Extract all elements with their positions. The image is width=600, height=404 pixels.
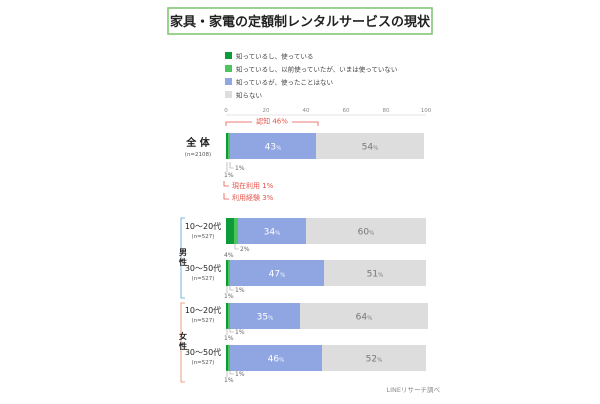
bar-segment (230, 260, 324, 286)
bar-segment (228, 133, 230, 159)
legend-swatch-0 (225, 52, 232, 59)
x-tick-label: 40 (303, 108, 310, 114)
bar-segment (324, 260, 426, 286)
bar-segment (234, 218, 238, 244)
bar-segment (226, 345, 228, 371)
awareness-annotation: 認知 46% (225, 116, 319, 126)
male-mid-small-labels: 1% 1% (224, 286, 245, 300)
x-tick-label: 0 (224, 108, 228, 114)
small-value-label: 1% (235, 371, 245, 378)
male-group: 男性 (179, 217, 188, 299)
leader-line (234, 243, 239, 250)
small-value-label: 1% (235, 329, 245, 336)
bar-segment (226, 260, 228, 286)
row-label: 30～50代 (185, 347, 221, 357)
bar-segment (316, 133, 424, 159)
small-value-label: 1% (224, 172, 234, 179)
x-tick-label: 80 (383, 108, 390, 114)
bar-segment (230, 133, 316, 159)
legend-label-1: 知っているし、以前使っていたが、いまは使っていない (236, 65, 397, 74)
bar-segment (300, 303, 428, 329)
leader-line (229, 286, 234, 291)
bar-segment (226, 218, 234, 244)
small-value-label: 1% (224, 377, 234, 384)
bar-value-label: 51% (367, 270, 384, 280)
usage-annotations: 現在利用 1% 利用経験 3% (223, 181, 274, 202)
bar-value-label: 60% (358, 228, 375, 238)
leader-line (229, 162, 234, 169)
bar-segment (238, 218, 306, 244)
legend: 知っているし、使っている 知っているし、以前使っていたが、いまは使っていない 知… (225, 52, 397, 100)
group-label-female: 女性 (179, 331, 188, 352)
bar-value-label: 54% (362, 143, 379, 153)
awareness-label-bg (252, 116, 292, 125)
small-value-label: 1% (235, 165, 245, 172)
x-tick-label: 100 (421, 108, 432, 114)
leader-line (229, 370, 234, 375)
group-label-male: 男性 (179, 248, 188, 268)
x-tick-label: 20 (263, 108, 270, 114)
small-value-label: 1% (224, 335, 234, 342)
bar-segment (226, 303, 228, 329)
bar-value-label: 47% (269, 270, 286, 280)
x-tick-label: 60 (343, 108, 350, 114)
chart-title: 家具・家電の定額制レンタルサービスの現状 (170, 14, 431, 30)
total-small-labels: 1% 1% (224, 162, 245, 179)
bar-segment (228, 345, 230, 371)
female-young-small-labels: 1% 1% (224, 328, 245, 342)
legend-swatch-2 (225, 78, 232, 85)
bar-segment (226, 133, 228, 159)
female-mid-small-labels: 1% 1% (224, 370, 245, 384)
row-label: 10～20代 (185, 305, 221, 315)
title-box (167, 7, 433, 35)
row-label: 10～20代 (185, 221, 221, 231)
row-n-label: (n=527) (192, 234, 215, 240)
bar-segment (228, 303, 230, 329)
bar-segment (230, 345, 322, 371)
legend-swatch-1 (225, 65, 232, 72)
row-n-label: (n=527) (192, 276, 215, 282)
experience-bracket (223, 193, 229, 200)
bar-value-label: 46% (268, 355, 285, 365)
female-group: 女性 (179, 302, 188, 383)
current-use-label: 現在利用 1% (232, 181, 274, 190)
leader-line (229, 328, 234, 333)
legend-swatch-3 (225, 91, 232, 98)
bar-value-label: 35% (257, 313, 274, 323)
legend-label-3: 知らない (236, 91, 262, 100)
small-value-label: 1% (235, 287, 245, 294)
bar-value-label: 43% (265, 143, 282, 153)
male-young-small-labels: 2% 4% (224, 243, 250, 259)
small-value-label: 2% (240, 246, 250, 253)
row-n-label: (n=527) (192, 318, 215, 324)
source-note: LINEリサーチ調べ (386, 385, 440, 394)
awareness-label: 認知 46% (256, 117, 288, 126)
bar-segment (322, 345, 426, 371)
row-n-label: (n=2108) (185, 152, 211, 158)
current-use-bracket (223, 181, 229, 187)
small-value-label: 4% (224, 252, 234, 259)
female-bracket (180, 302, 185, 383)
x-axis: 0 20 40 60 80 100 (224, 108, 432, 116)
row-label: 全 体 (185, 136, 210, 149)
legend-label-2: 知っているが、使ったことはない (236, 78, 333, 87)
bar-segment (306, 218, 426, 244)
bars: 43% 54% 34% 60% 47% 51% 35% 64% 46% 52% (226, 133, 428, 371)
male-bracket (180, 217, 185, 299)
experience-label: 利用経験 3% (232, 193, 274, 202)
legend-label-0: 知っているし、使っている (236, 52, 313, 61)
bar-value-label: 52% (366, 355, 383, 365)
bar-segment (230, 303, 300, 329)
row-labels: 全 体 (n=2108) 10～20代 (n=527) 30～50代 (n=52… (185, 136, 221, 366)
bar-segment (228, 260, 230, 286)
bar-value-label: 34% (264, 228, 281, 238)
row-n-label: (n=527) (192, 360, 215, 366)
bar-value-label: 64% (356, 313, 373, 323)
row-label: 30～50代 (185, 263, 221, 273)
small-value-label: 1% (224, 293, 234, 300)
